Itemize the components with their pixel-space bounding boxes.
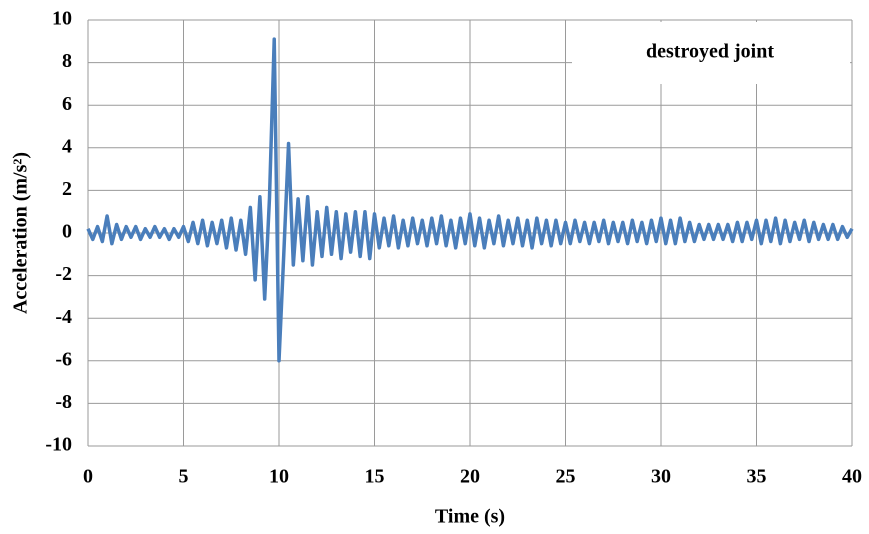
x-tick-label: 40 <box>842 466 862 488</box>
x-tick-label: 35 <box>747 466 767 488</box>
x-tick-label: 5 <box>179 466 189 488</box>
y-tick-label: -4 <box>55 306 72 328</box>
x-tick-label: 0 <box>83 466 93 488</box>
x-tick-label: 10 <box>269 466 289 488</box>
y-tick-label: 10 <box>52 8 72 30</box>
x-tick-label: 25 <box>556 466 576 488</box>
y-tick-label: -6 <box>55 348 72 370</box>
y-tick-label: 4 <box>62 135 72 157</box>
y-tick-label: -8 <box>55 391 72 413</box>
y-tick-label: 8 <box>62 50 72 72</box>
x-tick-label: 20 <box>460 466 480 488</box>
y-tick-label: -10 <box>45 434 72 456</box>
x-tick-label: 15 <box>365 466 385 488</box>
annotation-box <box>572 22 850 84</box>
data-line <box>86 37 854 363</box>
annotation: destroyed joint <box>646 41 774 63</box>
y-tick-label: -2 <box>55 263 72 285</box>
x-tick-label: 30 <box>651 466 671 488</box>
x-axis-title: Time (s) <box>435 506 505 528</box>
y-tick-label: 6 <box>62 93 72 115</box>
y-axis-title: Acceleration (m/s²) <box>10 152 32 314</box>
y-tick-label: 0 <box>62 221 72 243</box>
y-tick-label: 2 <box>62 178 72 200</box>
